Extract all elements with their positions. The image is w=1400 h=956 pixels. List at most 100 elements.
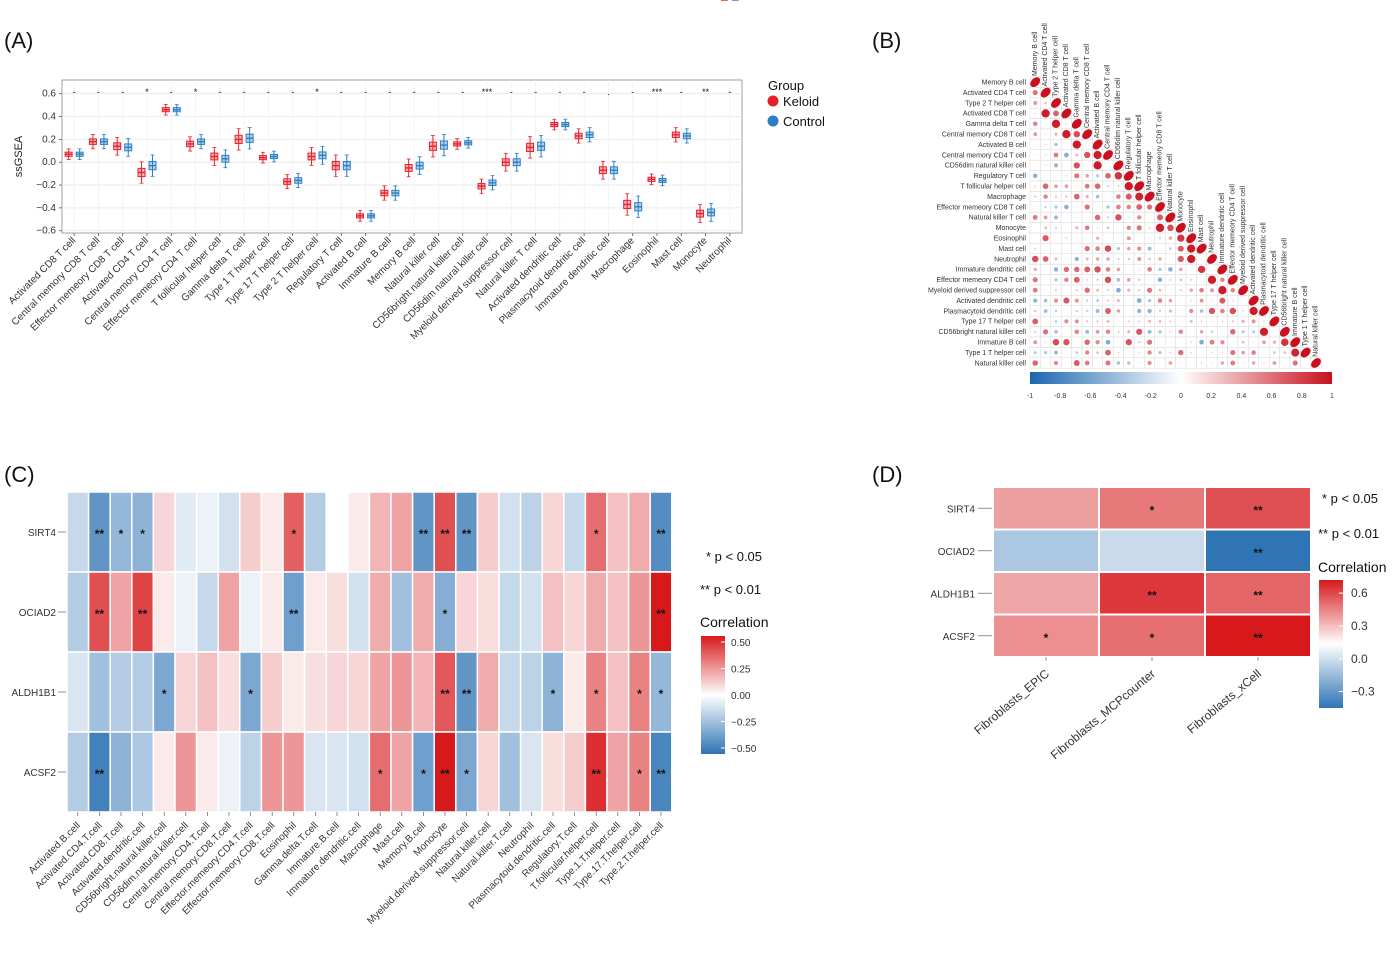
matrix-mark <box>1210 330 1214 334</box>
matrix-mark <box>1116 299 1120 303</box>
matrix-col-label: Gamma delta T cell <box>1073 57 1080 118</box>
matrix-mark <box>1147 360 1152 366</box>
p-value-legend-single: * p < 0.05 <box>706 549 762 564</box>
matrix-mark <box>1065 144 1067 146</box>
matrix-mark <box>1190 268 1192 270</box>
significance-star: * <box>1044 631 1049 645</box>
matrix-mark <box>1137 246 1142 251</box>
matrix-mark <box>1106 205 1110 209</box>
significance-star: * <box>140 527 145 541</box>
matrix-mark <box>1033 132 1038 137</box>
matrix-row-label: Monocyte <box>996 225 1026 232</box>
significance-star: * <box>1150 503 1155 517</box>
matrix-mark <box>1044 123 1047 125</box>
matrix-mark <box>1127 246 1131 251</box>
matrix-mark <box>1263 352 1265 354</box>
heatmap-cell <box>260 571 284 653</box>
matrix-mark <box>1149 279 1151 281</box>
matrix-row-label: T follicular helper cell <box>960 183 1026 190</box>
matrix-diagonal-mark <box>1300 347 1311 358</box>
matrix-mark <box>1106 185 1110 188</box>
matrix-mark <box>1179 289 1182 292</box>
matrix-mark <box>1242 362 1244 364</box>
matrix-mark <box>1169 289 1171 291</box>
matrix-mark <box>1138 341 1141 344</box>
legend-label: Control <box>783 114 825 129</box>
matrix-mark <box>1127 330 1131 334</box>
matrix-mark <box>1263 362 1265 364</box>
legend-marker-control <box>767 115 779 127</box>
significance-label: - <box>558 87 561 97</box>
colorbar-tick: −0.50 <box>731 744 757 755</box>
matrix-row-label: Neutrophil <box>994 256 1026 263</box>
matrix-mark <box>1252 330 1256 334</box>
matrix-mark <box>1094 266 1101 273</box>
matrix-mark <box>1147 267 1152 272</box>
matrix-mark <box>1292 360 1298 366</box>
heatmap-cell <box>992 486 1100 531</box>
significance-label: - <box>291 87 294 97</box>
heatmap-cell <box>217 491 241 573</box>
heatmap-cell <box>1204 571 1312 616</box>
colorbar-tick: −0.25 <box>731 718 757 729</box>
matrix-mark <box>1064 184 1069 189</box>
matrix-mark <box>1074 173 1080 179</box>
heatmap-cell <box>541 491 565 573</box>
significance-star: * <box>594 527 599 541</box>
y-tick-label: 0.2 <box>42 134 56 145</box>
matrix-mark <box>1146 204 1153 210</box>
matrix-mark <box>1126 277 1131 282</box>
significance-label: - <box>73 87 76 97</box>
matrix-mark <box>1200 362 1203 364</box>
significance-star: ** <box>440 527 450 541</box>
heatmap-cell <box>66 571 90 653</box>
colorbar-tick: 0.2 <box>1206 393 1216 400</box>
heatmap-cell <box>1098 613 1206 658</box>
matrix-mark <box>1084 266 1091 273</box>
matrix-mark <box>1201 258 1203 260</box>
significance-star: ** <box>440 767 450 781</box>
heatmap-cell <box>498 651 522 733</box>
heatmap-cell <box>325 651 349 733</box>
matrix-mark <box>1064 319 1069 324</box>
matrix-mark <box>1105 172 1111 179</box>
matrix-row-label: Central memory CD8 T cell <box>942 131 1027 138</box>
matrix-mark <box>1199 330 1204 334</box>
matrix-mark <box>1053 298 1059 303</box>
matrix-mark <box>1034 112 1037 115</box>
matrix-mark <box>1085 195 1089 199</box>
matrix-diagonal-mark <box>1207 254 1217 264</box>
colorbar-tick: 0.6 <box>1267 393 1277 400</box>
significance-label: - <box>218 87 221 97</box>
heatmap-cell <box>1098 571 1206 616</box>
matrix-mark <box>1169 351 1172 354</box>
matrix-mark <box>1045 268 1047 270</box>
significance-label: * <box>145 87 149 97</box>
gene-fibroblast-heatmap-panel: SIRT4 * **OCIAD2 **ALDH1B1 ** **ACSF2 * * **Fibr… <box>931 486 1386 762</box>
matrix-mark <box>1187 244 1196 253</box>
matrix-mark <box>1117 320 1119 322</box>
matrix-mark <box>1158 330 1162 334</box>
matrix-mark <box>1065 237 1068 240</box>
matrix-mark <box>1033 351 1037 355</box>
row-label: SIRT4 <box>28 528 57 539</box>
matrix-col-label: Activated CD4 T cell <box>1042 23 1049 87</box>
heatmap-cell <box>152 491 176 573</box>
matrix-mark <box>1169 278 1172 281</box>
colorbar-tick: 0.25 <box>731 665 751 676</box>
heatmap-cell <box>217 571 241 653</box>
matrix-mark <box>1116 361 1121 365</box>
matrix-mark <box>1147 246 1152 251</box>
matrix-col-label: CD56bright natural killer cell <box>1281 238 1288 326</box>
row-label: ACSF2 <box>24 768 57 779</box>
matrix-row-label: Type 1 T helper cell <box>965 350 1026 357</box>
matrix-mark <box>1125 193 1132 200</box>
heatmap-cell <box>174 571 198 653</box>
heatmap-cell <box>390 731 414 813</box>
matrix-mark <box>1105 329 1111 335</box>
significance-star: * <box>594 687 599 701</box>
matrix-mark <box>1085 299 1089 302</box>
matrix-mark <box>1105 267 1111 272</box>
significance-star: * <box>248 687 253 701</box>
matrix-mark <box>1045 289 1047 291</box>
